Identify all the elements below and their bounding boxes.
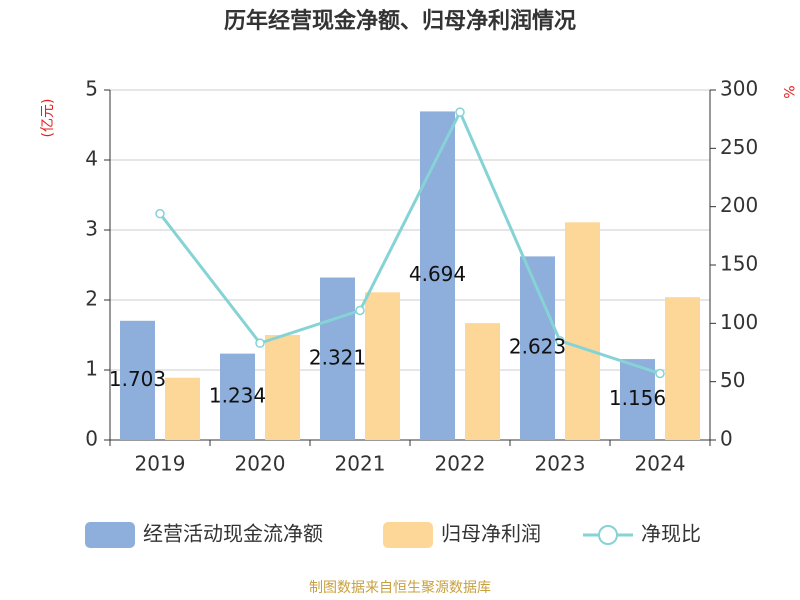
line-point	[255, 338, 265, 348]
bar	[365, 292, 400, 440]
y2-tick-label: 250	[720, 135, 758, 159]
y2-tick-label: 100	[720, 310, 758, 334]
y-tick-label: 5	[85, 77, 98, 101]
bar	[120, 320, 155, 440]
line-point	[355, 305, 365, 316]
y2-tick-label: 150	[720, 252, 758, 276]
legend-swatch	[383, 522, 433, 548]
bar	[265, 335, 300, 440]
y-tick-label: 2	[85, 287, 98, 311]
x-tick-label: 2024	[635, 452, 686, 476]
bar	[420, 111, 455, 441]
x-tick-label: 2021	[335, 452, 386, 476]
x-tick-label: 2022	[435, 452, 486, 476]
y2-tick-label: 200	[720, 193, 758, 217]
bar	[220, 353, 255, 440]
legend-label: 归母净利润	[441, 522, 541, 546]
y2-tick-label: 50	[720, 368, 745, 392]
bar	[320, 277, 355, 440]
data-label: 1.234	[209, 383, 266, 407]
data-label: 2.321	[309, 345, 366, 369]
line-point	[455, 107, 465, 117]
y-tick-label: 0	[85, 427, 98, 451]
line-point	[655, 368, 665, 379]
data-label: 4.694	[409, 262, 466, 286]
line-point	[555, 336, 565, 346]
y-axis-label: (亿元)	[40, 99, 56, 138]
y2-axis-label: %	[780, 85, 796, 98]
bar	[165, 377, 200, 440]
y2-tick-label: 300	[720, 77, 758, 101]
bar	[665, 297, 700, 440]
legend-swatch	[598, 525, 618, 545]
chart-title: 历年经营现金净额、归母净利润情况	[224, 8, 576, 34]
y2-tick-label: 0	[720, 427, 733, 451]
data-label: 1.703	[109, 367, 166, 391]
data-label: 2.623	[509, 335, 566, 359]
x-tick-label: 2019	[135, 452, 186, 476]
y-tick-label: 1	[85, 357, 98, 381]
bar	[620, 359, 655, 440]
x-tick-label: 2020	[235, 452, 286, 476]
bar	[465, 323, 500, 440]
legend-label: 净现比	[641, 522, 701, 546]
x-tick-label: 2023	[535, 452, 586, 476]
legend-label: 经营活动现金流净额	[143, 522, 323, 546]
bar	[565, 222, 600, 440]
line-point	[155, 208, 165, 219]
data-label: 1.156	[609, 386, 666, 410]
y-tick-label: 4	[85, 147, 98, 171]
legend-swatch	[85, 522, 135, 548]
y-tick-label: 3	[85, 217, 98, 241]
source-note: 制图数据来自恒生聚源数据库	[309, 580, 491, 596]
line	[158, 108, 661, 375]
